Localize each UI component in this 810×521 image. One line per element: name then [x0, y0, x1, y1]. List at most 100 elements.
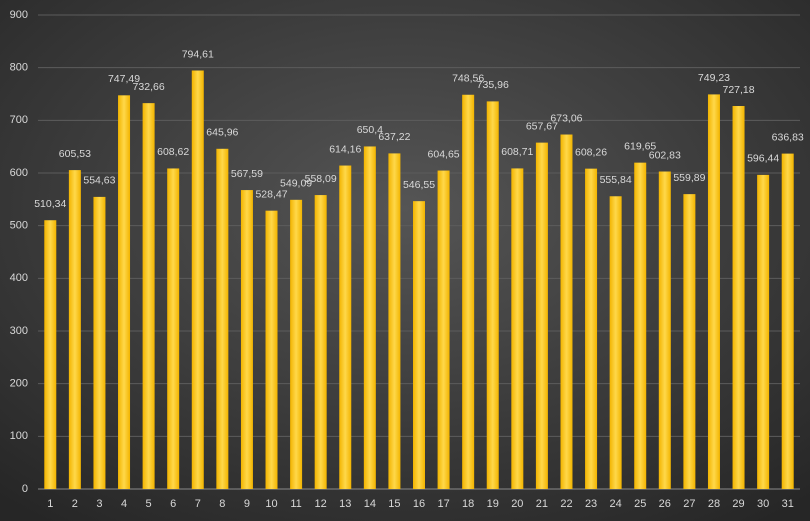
value-label: 650,4 — [357, 124, 383, 136]
bar — [511, 168, 524, 490]
y-tick-label: 900 — [10, 9, 28, 21]
y-tick-label: 300 — [10, 325, 28, 337]
x-tick-label: 20 — [511, 498, 523, 510]
x-tick-label: 16 — [413, 498, 425, 510]
x-tick-label: 26 — [659, 498, 671, 510]
bar — [634, 162, 647, 489]
x-tick-label: 28 — [708, 498, 720, 510]
value-label: 528,47 — [255, 188, 287, 200]
y-tick-label: 200 — [10, 378, 28, 390]
value-label: 748,56 — [452, 73, 484, 85]
bar — [535, 142, 548, 489]
value-label: 732,66 — [133, 81, 165, 93]
x-tick-label: 24 — [610, 498, 622, 510]
x-tick-label: 3 — [96, 498, 102, 510]
x-tick-label: 30 — [757, 498, 769, 510]
x-tick-label: 13 — [339, 498, 351, 510]
value-label: 657,67 — [526, 120, 558, 132]
value-label: 749,23 — [698, 72, 730, 84]
value-label: 602,83 — [649, 149, 681, 161]
bar — [707, 94, 720, 490]
y-tick-label: 500 — [10, 220, 28, 232]
x-tick-label: 9 — [244, 498, 250, 510]
x-tick-label: 12 — [315, 498, 327, 510]
value-label: 636,83 — [772, 131, 804, 143]
y-tick-label: 700 — [10, 114, 28, 126]
value-label: 559,89 — [673, 172, 705, 184]
bar — [68, 170, 81, 490]
y-tick-label: 800 — [10, 62, 28, 74]
bar — [413, 201, 425, 489]
bar — [142, 103, 155, 490]
x-tick-label: 10 — [265, 498, 277, 510]
bar — [216, 148, 229, 489]
bar — [167, 168, 180, 489]
bar — [44, 220, 57, 489]
bar — [462, 94, 475, 490]
x-tick-label: 23 — [585, 498, 597, 510]
x-tick-label: 18 — [462, 498, 474, 510]
x-tick-label: 22 — [560, 498, 572, 510]
bar — [191, 70, 204, 489]
value-label: 567,59 — [231, 168, 263, 180]
y-tick-label: 100 — [10, 430, 28, 442]
x-tick-label: 6 — [170, 498, 176, 510]
value-label: 608,62 — [157, 146, 189, 158]
x-tick-label: 19 — [487, 498, 499, 510]
x-tick-label: 21 — [536, 498, 548, 510]
value-label: 510,34 — [34, 198, 66, 210]
bar — [290, 199, 303, 489]
x-tick-label: 25 — [634, 498, 646, 510]
value-label: 614,16 — [329, 143, 361, 155]
value-label: 608,71 — [501, 146, 533, 158]
y-tick-label: 600 — [10, 167, 28, 179]
value-label: 735,96 — [477, 79, 509, 91]
bar — [437, 170, 450, 489]
value-label: 554,63 — [83, 175, 115, 187]
x-tick-label: 15 — [388, 498, 400, 510]
bar — [732, 106, 745, 490]
bar — [658, 171, 671, 490]
value-label: 794,61 — [182, 48, 214, 60]
value-label: 619,65 — [624, 140, 656, 152]
value-label: 596,44 — [747, 153, 779, 165]
bar — [314, 195, 327, 489]
value-label: 555,84 — [600, 174, 632, 186]
value-label: 604,65 — [428, 148, 460, 160]
bar — [585, 168, 598, 490]
bar — [93, 196, 106, 489]
x-tick-label: 31 — [782, 498, 794, 510]
x-tick-label: 29 — [732, 498, 744, 510]
bar — [781, 153, 794, 490]
bar — [339, 165, 352, 489]
bar — [757, 174, 770, 489]
bar — [118, 95, 131, 489]
value-label: 645,96 — [206, 127, 238, 139]
value-label: 608,26 — [575, 146, 607, 158]
value-label: 558,09 — [305, 173, 337, 185]
value-label: 549,09 — [280, 178, 312, 190]
value-label: 727,18 — [722, 84, 754, 96]
y-tick-label: 0 — [22, 483, 28, 495]
bar — [560, 134, 573, 489]
x-tick-label: 14 — [364, 498, 376, 510]
bar — [683, 194, 696, 489]
y-tick-label: 400 — [10, 272, 28, 284]
x-tick-label: 4 — [121, 498, 127, 510]
x-tick-label: 7 — [195, 498, 201, 510]
value-label: 637,22 — [378, 131, 410, 143]
bar — [265, 210, 278, 489]
x-tick-label: 17 — [437, 498, 449, 510]
x-tick-label: 5 — [146, 498, 152, 510]
value-label: 673,06 — [550, 112, 582, 124]
x-tick-label: 11 — [290, 498, 301, 510]
value-label: 546,55 — [403, 179, 435, 191]
value-label: 747,49 — [108, 73, 140, 85]
x-tick-label: 2 — [72, 498, 78, 510]
x-tick-label: 1 — [47, 498, 53, 510]
value-label: 605,53 — [59, 148, 91, 160]
x-tick-label: 8 — [219, 498, 225, 510]
bar — [240, 190, 253, 489]
